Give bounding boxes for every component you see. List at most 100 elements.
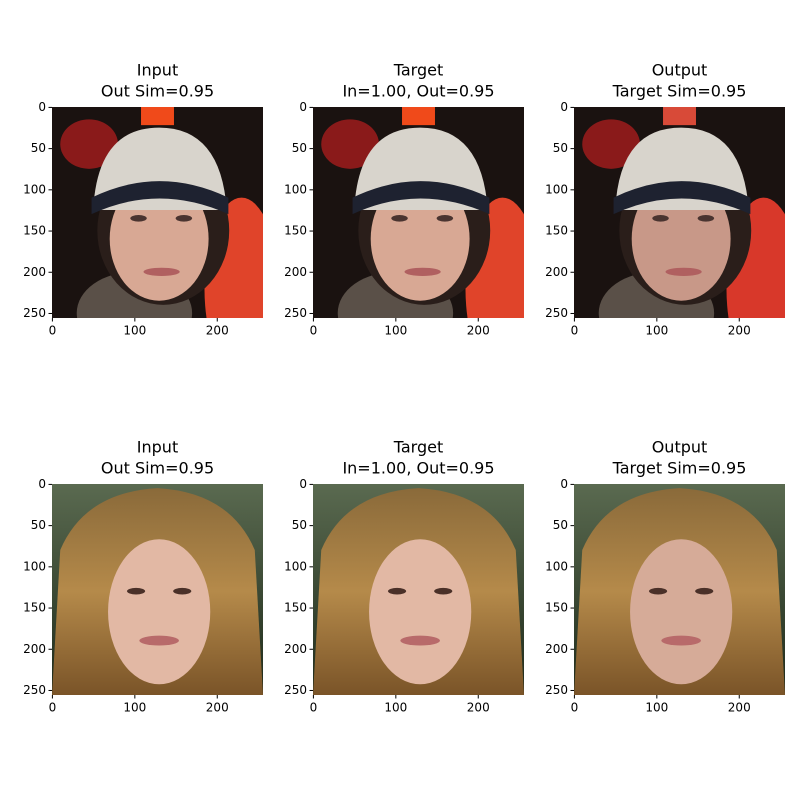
shape [436, 214, 454, 222]
image [313, 107, 524, 318]
panel-title: In=1.00, Out=0.95 [342, 459, 494, 478]
x-tick-label: 100 [384, 324, 407, 338]
shape [143, 267, 180, 276]
y-tick-label: 250 [284, 683, 307, 697]
shape [630, 539, 733, 685]
panel-title: In=1.00, Out=0.95 [342, 82, 494, 101]
hat-band [613, 181, 751, 215]
panel-title: Target Sim=0.95 [612, 82, 747, 101]
y-tick-label: 100 [284, 559, 307, 573]
y-tick-label: 150 [284, 601, 307, 615]
image [574, 107, 785, 318]
y-tick-label: 150 [545, 224, 568, 238]
y-tick-label: 150 [284, 224, 307, 238]
shape [127, 587, 146, 595]
y-tick-label: 250 [545, 683, 568, 697]
x-tick-label: 0 [310, 701, 318, 715]
y-tick-label: 100 [545, 182, 568, 196]
shape [175, 214, 193, 222]
y-tick-label: 100 [23, 559, 46, 573]
y-tick-label: 100 [23, 182, 46, 196]
y-tick-label: 250 [284, 306, 307, 320]
y-tick-label: 200 [284, 265, 307, 279]
y-tick-label: 50 [31, 518, 46, 532]
y-tick-label: 50 [292, 518, 307, 532]
x-tick-label: 200 [467, 701, 490, 715]
shape [321, 119, 379, 169]
y-tick-label: 250 [545, 306, 568, 320]
shape [665, 267, 702, 276]
panel-title: Out Sim=0.95 [101, 82, 214, 101]
y-tick-label: 0 [560, 477, 568, 491]
panel-title: Out Sim=0.95 [101, 459, 214, 478]
shape [434, 587, 453, 595]
y-tick-label: 0 [38, 100, 46, 114]
x-tick-label: 0 [571, 324, 579, 338]
y-tick-label: 150 [545, 601, 568, 615]
y-tick-label: 100 [284, 182, 307, 196]
y-tick-label: 100 [545, 559, 568, 573]
y-tick-label: 150 [23, 601, 46, 615]
shape [661, 635, 701, 646]
shape [108, 539, 211, 685]
x-tick-label: 0 [571, 701, 579, 715]
hat-band [352, 181, 490, 215]
shape [130, 214, 147, 222]
panel-title: Target [393, 61, 444, 80]
x-tick-label: 100 [384, 701, 407, 715]
x-tick-label: 0 [310, 324, 318, 338]
x-tick-label: 200 [728, 701, 751, 715]
y-tick-label: 200 [545, 265, 568, 279]
x-tick-label: 0 [49, 701, 57, 715]
shape [582, 119, 640, 169]
y-tick-label: 0 [299, 100, 307, 114]
pompom [402, 107, 435, 126]
y-tick-label: 250 [23, 683, 46, 697]
panel-title: Input [137, 61, 178, 80]
y-tick-label: 50 [292, 141, 307, 155]
shape [400, 635, 440, 646]
shape [139, 635, 179, 646]
panel-title: Target [393, 438, 444, 457]
panel-title: Target Sim=0.95 [612, 459, 747, 478]
y-tick-label: 200 [284, 642, 307, 656]
shape [695, 587, 714, 595]
y-tick-label: 200 [23, 642, 46, 656]
shape [652, 214, 669, 222]
x-tick-label: 200 [206, 324, 229, 338]
x-tick-label: 100 [123, 701, 146, 715]
y-tick-label: 150 [23, 224, 46, 238]
pompom [663, 107, 696, 126]
shape [369, 539, 472, 685]
y-tick-label: 0 [38, 477, 46, 491]
image [52, 484, 263, 695]
panel-title: Output [652, 61, 708, 80]
shape [173, 587, 192, 595]
x-tick-label: 100 [123, 324, 146, 338]
x-tick-label: 200 [728, 324, 751, 338]
shape [649, 587, 668, 595]
panel-title: Output [652, 438, 708, 457]
y-tick-label: 250 [23, 306, 46, 320]
panel-title: Input [137, 438, 178, 457]
shape [388, 587, 407, 595]
x-tick-label: 200 [206, 701, 229, 715]
shape [391, 214, 408, 222]
x-tick-label: 100 [645, 701, 668, 715]
y-tick-label: 200 [545, 642, 568, 656]
x-tick-label: 200 [467, 324, 490, 338]
shape [697, 214, 715, 222]
y-tick-label: 50 [553, 141, 568, 155]
pompom [141, 107, 174, 126]
y-tick-label: 50 [553, 518, 568, 532]
image [52, 107, 263, 318]
y-tick-label: 0 [299, 477, 307, 491]
hat-band [91, 181, 229, 215]
shape [60, 119, 118, 169]
y-tick-label: 0 [560, 100, 568, 114]
x-tick-label: 0 [49, 324, 57, 338]
y-tick-label: 50 [31, 141, 46, 155]
shape [404, 267, 441, 276]
image [313, 484, 524, 695]
